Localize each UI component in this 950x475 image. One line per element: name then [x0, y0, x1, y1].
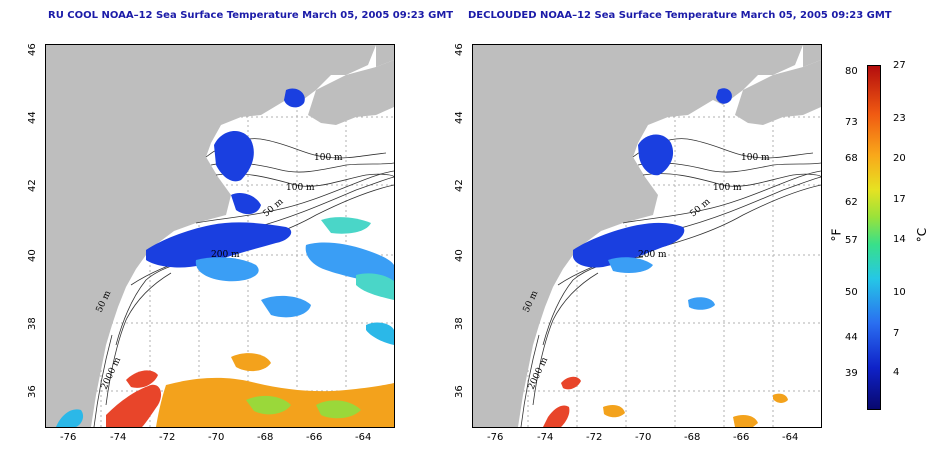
y-tick-right: 38 [454, 317, 465, 330]
y-tick-left: 44 [27, 111, 38, 124]
colorbar-celsius-tick: 14 [893, 234, 906, 245]
nova-scotia-landmass [735, 60, 821, 125]
colorbar-celsius-tick: 23 [893, 113, 906, 124]
y-tick-right: 36 [454, 385, 465, 398]
colorbar-fahrenheit-tick: 68 [845, 153, 858, 164]
x-tick-right: -72 [586, 432, 603, 443]
colorbar-fahrenheit-tick: 44 [845, 332, 858, 343]
colorbar-celsius-tick: 20 [893, 153, 906, 164]
y-tick-left: 40 [27, 249, 38, 262]
contour-label-200m: 200 m [638, 250, 667, 260]
x-tick-left: -68 [257, 432, 274, 443]
y-tick-right: 40 [454, 249, 465, 262]
colorbar-fahrenheit-tick: 39 [845, 368, 858, 379]
x-tick-left: -70 [208, 432, 225, 443]
left-map-title: RU COOL NOAA–12 Sea Surface Temperature … [48, 10, 454, 21]
north-america-landmass [46, 45, 376, 427]
x-tick-left: -72 [159, 432, 176, 443]
nova-scotia-landmass [308, 60, 394, 125]
contour-label-50m-a: 50 m [689, 197, 713, 220]
x-tick-right: -68 [684, 432, 701, 443]
x-tick-right: -70 [635, 432, 652, 443]
colorbar-fahrenheit-tick: 73 [845, 117, 858, 128]
y-tick-right: 46 [454, 43, 465, 56]
colorbar-fahrenheit-tick: 50 [845, 287, 858, 298]
y-tick-left: 46 [27, 43, 38, 56]
y-tick-left: 38 [27, 317, 38, 330]
colorbar-fahrenheit-tick: 62 [845, 197, 858, 208]
contour-label-50m-a: 50 m [262, 197, 286, 220]
contour-label-100m-b: 100 m [286, 183, 315, 193]
right-sst-map: 100 m 100 m 50 m 50 m 200 m 2000 m [472, 44, 822, 428]
x-tick-right: -66 [733, 432, 750, 443]
colorbar-celsius-unit: °C [915, 227, 930, 243]
contour-label-100m-a: 100 m [741, 153, 770, 163]
north-america-landmass [473, 45, 803, 427]
colorbar-celsius-tick: 17 [893, 194, 906, 205]
x-tick-right: -64 [782, 432, 799, 443]
colorbar-fahrenheit-tick: 57 [845, 235, 858, 246]
x-tick-left: -76 [60, 432, 77, 443]
temperature-colorbar [867, 65, 881, 410]
contour-label-200m: 200 m [211, 250, 240, 260]
y-tick-left: 42 [27, 179, 38, 192]
left-sst-map: 100 m 100 m 50 m 50 m 200 m 2000 m [45, 44, 395, 428]
x-tick-left: -64 [355, 432, 372, 443]
gulf-of-maine-cold-patch [214, 130, 254, 182]
gulf-stream-warm-patch [106, 384, 162, 427]
x-tick-left: -66 [306, 432, 323, 443]
colorbar-celsius-tick: 27 [893, 60, 906, 71]
y-tick-left: 36 [27, 385, 38, 398]
right-map-title: DECLOUDED NOAA–12 Sea Surface Temperatur… [468, 10, 892, 21]
colorbar-celsius-tick: 10 [893, 287, 906, 298]
colorbar-fahrenheit-tick: 80 [845, 66, 858, 77]
contour-label-100m-a: 100 m [314, 153, 343, 163]
x-tick-right: -76 [487, 432, 504, 443]
contour-label-100m-b: 100 m [713, 183, 742, 193]
colorbar-celsius-tick: 4 [893, 367, 900, 378]
y-tick-right: 42 [454, 179, 465, 192]
colorbar-celsius-tick: 7 [893, 328, 900, 339]
y-tick-right: 44 [454, 111, 465, 124]
shelf-cold-patch [573, 222, 685, 268]
shelf-cold-patch [146, 222, 292, 268]
x-tick-left: -74 [110, 432, 127, 443]
x-tick-right: -74 [537, 432, 554, 443]
colorbar-fahrenheit-unit: °F [829, 228, 844, 242]
